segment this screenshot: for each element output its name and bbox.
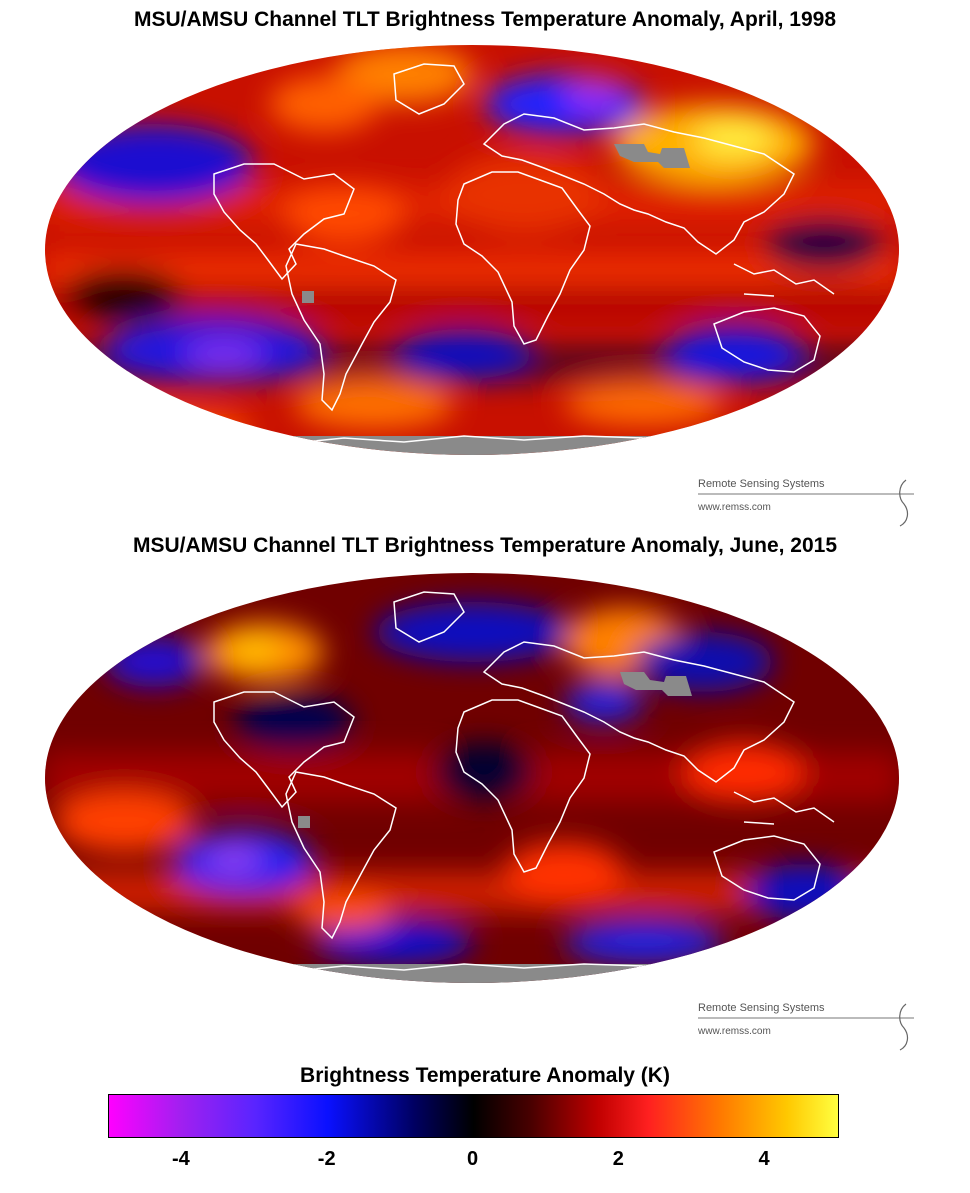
credit-url: www.remss.com (698, 502, 771, 513)
credit-url: www.remss.com (698, 1026, 771, 1037)
credit-block-2: Remote Sensing Systems www.remss.com (698, 1002, 918, 1052)
rss-logo-icon (698, 479, 914, 527)
anomaly-map-april-1998 (45, 45, 899, 455)
map-title-april-1998: MSU/AMSU Channel TLT Brightness Temperat… (133, 8, 837, 31)
map-title-june-2015: MSU/AMSU Channel TLT Brightness Temperat… (132, 534, 838, 557)
credit-org: Remote Sensing Systems (698, 1002, 825, 1014)
credit-org: Remote Sensing Systems (698, 478, 825, 490)
colorbar-tick-label: 0 (466, 1148, 479, 1170)
rss-logo-icon (698, 1003, 914, 1051)
anomaly-map-june-2015 (45, 573, 899, 983)
colorbar-tick-label: 2 (612, 1148, 624, 1170)
colorbar-tick-label: 4 (758, 1148, 770, 1170)
colorbar-scale (108, 1094, 839, 1138)
colorbar-title: Brightness Temperature Anomaly (K) (300, 1064, 670, 1087)
colorbar-tick-label: -2 (317, 1148, 336, 1170)
colorbar-tick-label: -4 (171, 1148, 190, 1170)
credit-block-1: Remote Sensing Systems www.remss.com (698, 478, 918, 528)
